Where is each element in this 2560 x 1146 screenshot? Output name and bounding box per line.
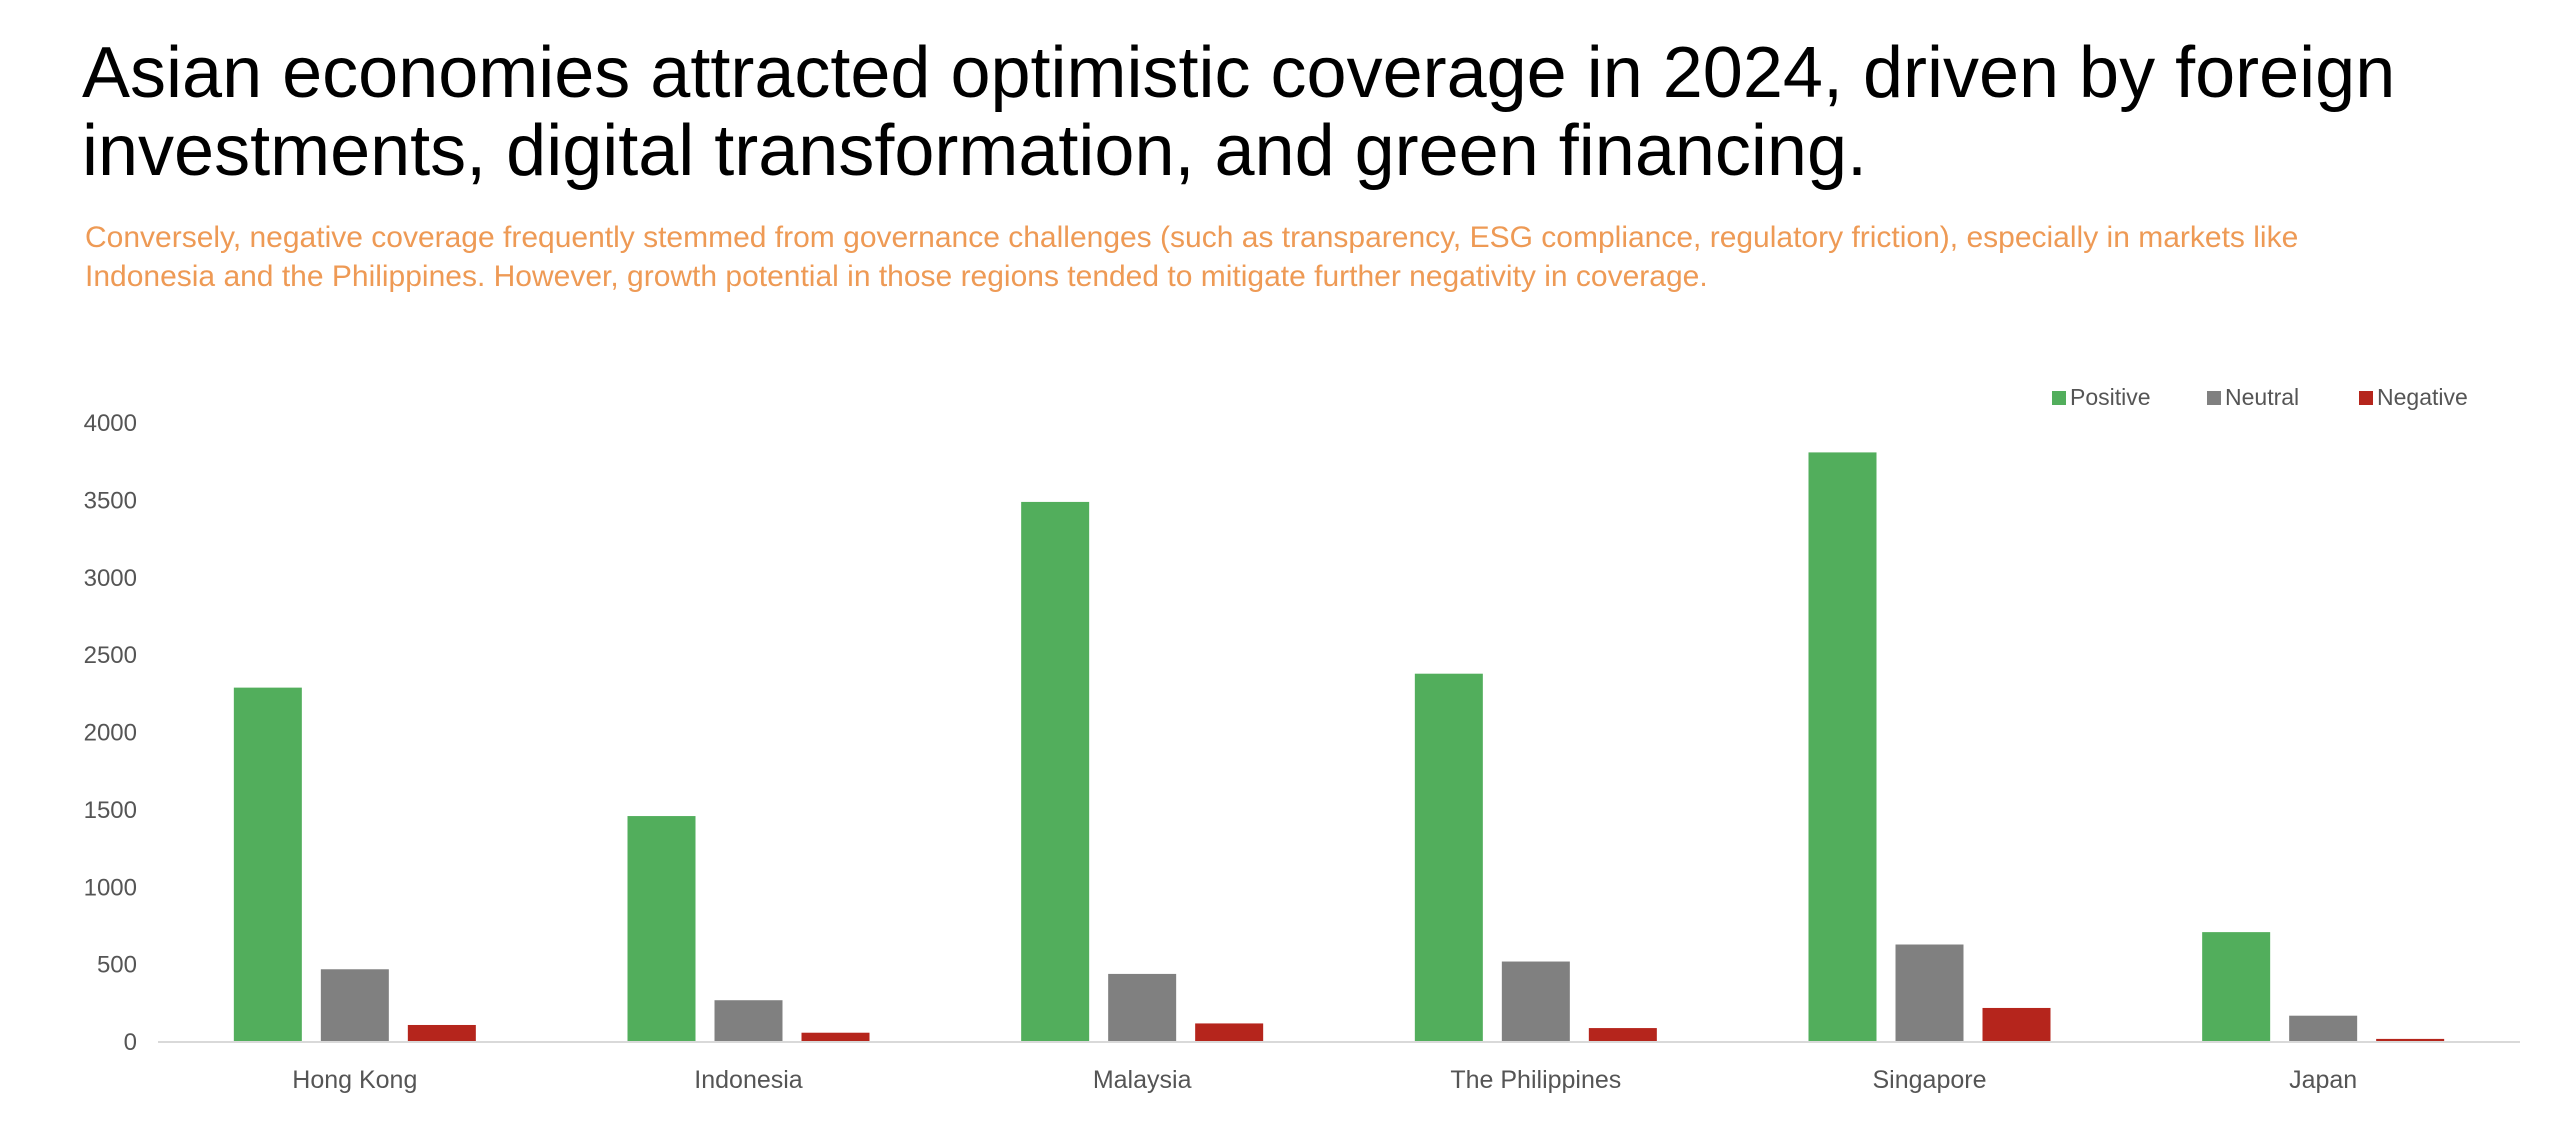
legend-swatch-negative bbox=[2359, 391, 2373, 405]
y-tick-label: 2500 bbox=[84, 642, 137, 669]
page-title: Asian economies attracted optimistic cov… bbox=[82, 33, 2396, 191]
x-category-label: Hong Kong bbox=[292, 1066, 417, 1094]
bar-neutral-japan bbox=[2289, 1015, 2358, 1042]
bar-negative-the-philippines bbox=[1588, 1028, 1657, 1042]
bar-neutral-hong-kong bbox=[320, 969, 389, 1042]
y-tick-label: 1000 bbox=[84, 874, 137, 901]
y-tick-label: 3500 bbox=[84, 487, 137, 514]
page-subtitle: Conversely, negative coverage frequently… bbox=[85, 221, 2299, 293]
legend-label-negative: Negative bbox=[2377, 384, 2468, 410]
y-tick-label: 1500 bbox=[84, 797, 137, 824]
bar-positive-malaysia bbox=[1021, 501, 1090, 1042]
bar-positive-indonesia bbox=[627, 816, 696, 1042]
x-axis-labels: Hong Kong Indonesia Malaysia The Philippine… bbox=[292, 1066, 2357, 1094]
y-tick-label: 0 bbox=[124, 1029, 137, 1056]
x-category-label: The Philippines bbox=[1450, 1066, 1621, 1094]
bar-positive-japan bbox=[2202, 932, 2271, 1042]
bar-negative-japan bbox=[2376, 1038, 2445, 1042]
legend-label-neutral: Neutral bbox=[2225, 384, 2299, 410]
bar-negative-singapore bbox=[1982, 1007, 2051, 1042]
bar-neutral-singapore bbox=[1895, 944, 1964, 1042]
legend-swatch-neutral bbox=[2207, 391, 2221, 405]
legend-swatch-positive bbox=[2052, 391, 2066, 405]
y-tick-label: 500 bbox=[97, 952, 137, 979]
bar-group bbox=[233, 452, 2445, 1043]
bar-negative-malaysia bbox=[1195, 1023, 1264, 1042]
y-axis-ticks: 0 500 1000 1500 2000 2500 3000 3500 4000 bbox=[84, 410, 137, 1056]
bar-negative-hong-kong bbox=[407, 1024, 476, 1042]
x-category-label: Malaysia bbox=[1093, 1066, 1192, 1094]
y-tick-label: 2000 bbox=[84, 720, 137, 747]
bar-neutral-indonesia bbox=[714, 1000, 783, 1042]
bar-positive-singapore bbox=[1808, 452, 1877, 1043]
x-category-label: Japan bbox=[2289, 1066, 2357, 1094]
y-tick-label: 3000 bbox=[84, 565, 137, 592]
legend: Positive Neutral Negative bbox=[2052, 384, 2468, 410]
bar-positive-the-philippines bbox=[1414, 673, 1483, 1042]
bar-positive-hong-kong bbox=[233, 687, 302, 1042]
y-tick-label: 4000 bbox=[84, 410, 137, 437]
bar-negative-indonesia bbox=[801, 1032, 870, 1042]
bar-neutral-malaysia bbox=[1108, 973, 1177, 1042]
bar-neutral-the-philippines bbox=[1501, 961, 1570, 1042]
x-category-label: Indonesia bbox=[694, 1066, 803, 1094]
legend-label-positive: Positive bbox=[2070, 384, 2151, 410]
x-category-label: Singapore bbox=[1873, 1066, 1987, 1094]
